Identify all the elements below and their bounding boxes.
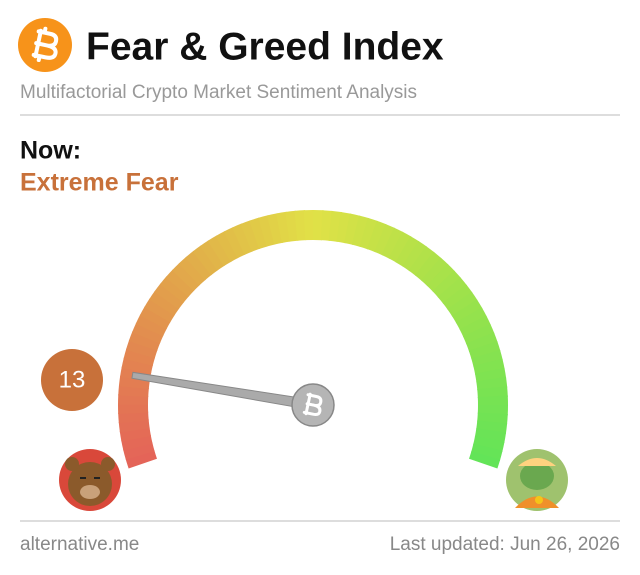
gauge-arc bbox=[258, 215, 276, 247]
fear-avatar bbox=[59, 449, 121, 511]
gauge-arc bbox=[473, 358, 505, 375]
gauge-arc bbox=[118, 411, 149, 424]
gauge-arc bbox=[154, 283, 185, 310]
greed-avatar bbox=[506, 449, 568, 511]
gauge-arc bbox=[249, 217, 268, 250]
gauge-arc bbox=[381, 227, 404, 259]
subtitle: Multifactorial Crypto Market Sentiment A… bbox=[20, 82, 417, 103]
last-updated: Last updated: Jun 26, 2026 bbox=[390, 534, 620, 555]
gauge-arc bbox=[192, 245, 219, 276]
gauge-arc bbox=[468, 341, 501, 360]
gauge-arc bbox=[336, 211, 352, 244]
gauge-arc bbox=[477, 386, 508, 399]
gauge-arc bbox=[185, 250, 213, 281]
gauge-arc bbox=[199, 240, 225, 271]
gauge-arc bbox=[466, 332, 498, 353]
gauge-arc bbox=[223, 227, 246, 259]
gauge-arc bbox=[320, 210, 333, 241]
gauge-arc bbox=[459, 315, 491, 338]
logo-glyph bbox=[31, 26, 59, 63]
gauge-arc bbox=[408, 246, 435, 277]
frog-face bbox=[520, 462, 554, 490]
source: alternative.me bbox=[20, 534, 139, 555]
gauge-arc bbox=[285, 210, 299, 242]
gauge-arc bbox=[455, 307, 487, 331]
needle bbox=[131, 371, 315, 411]
bear-ear bbox=[101, 457, 115, 471]
gauge-arc bbox=[121, 434, 153, 451]
bear-snout bbox=[80, 485, 100, 499]
value-badge bbox=[41, 349, 103, 411]
gauge-arc bbox=[402, 240, 428, 272]
frog-pendant bbox=[535, 496, 543, 504]
gauge-arc bbox=[388, 231, 412, 263]
gauge-arc bbox=[366, 220, 387, 253]
gauge-arc bbox=[328, 210, 343, 242]
gauge-arc bbox=[232, 223, 253, 255]
gauge-arc bbox=[414, 251, 442, 282]
gauge-arc bbox=[474, 367, 507, 383]
gauge-arc bbox=[207, 235, 232, 267]
now-label: Now: bbox=[20, 137, 81, 165]
gauge-arc bbox=[344, 213, 361, 245]
bear-ear bbox=[65, 457, 79, 471]
gauge-arc bbox=[476, 420, 508, 434]
gauge-arc bbox=[474, 428, 507, 443]
gauge-arc bbox=[294, 210, 307, 241]
gauge-arc bbox=[123, 348, 156, 367]
gauge-arc bbox=[359, 217, 379, 250]
gauge-arc bbox=[471, 443, 503, 461]
gauge-arc bbox=[468, 451, 501, 469]
gauge-arc bbox=[178, 256, 206, 286]
gauge-arc bbox=[471, 349, 503, 368]
gauge-arc bbox=[171, 262, 201, 292]
gauge-arc bbox=[165, 269, 195, 297]
gauge-arc bbox=[240, 220, 261, 252]
title: Fear & Greed Index bbox=[86, 25, 444, 68]
gauge-arc bbox=[437, 277, 468, 304]
gauge-arc bbox=[118, 375, 150, 390]
frog-cap bbox=[518, 458, 556, 466]
gauge-arc bbox=[159, 276, 190, 303]
gauge-arc bbox=[125, 450, 158, 469]
gauge-arc bbox=[451, 299, 483, 324]
gauge-arc bbox=[447, 291, 478, 317]
value-label: 13 bbox=[59, 366, 86, 393]
gauge-arc bbox=[473, 435, 505, 453]
bear-face bbox=[68, 462, 112, 506]
gauge-arc bbox=[420, 257, 449, 287]
gauge-arc bbox=[432, 270, 462, 298]
gauge-arc bbox=[395, 236, 420, 267]
gauge-arc bbox=[144, 298, 175, 323]
gauge-arc bbox=[374, 223, 396, 256]
gauge-arc bbox=[442, 284, 473, 311]
gauge-arc bbox=[119, 426, 151, 442]
gauge-arc bbox=[462, 323, 495, 345]
gauge-arc bbox=[149, 290, 180, 316]
gauge-arc bbox=[276, 211, 291, 243]
gauge-arc bbox=[351, 215, 370, 248]
gauge-arc bbox=[123, 442, 155, 460]
gauge-arc bbox=[135, 314, 167, 337]
gauge: 13 bbox=[41, 210, 508, 469]
gauge-arc bbox=[426, 263, 455, 292]
classification: Extreme Fear bbox=[20, 169, 179, 197]
gauge-arc bbox=[215, 231, 239, 263]
gauge-arc bbox=[267, 213, 284, 245]
gauge-arc bbox=[118, 419, 150, 433]
gauge-arc bbox=[121, 357, 153, 374]
gauge-arc bbox=[132, 322, 164, 344]
gauge-arc bbox=[477, 412, 508, 425]
gauge-arc bbox=[128, 331, 161, 351]
gauge-arc bbox=[476, 377, 508, 391]
gauge-arc bbox=[118, 384, 149, 398]
bitcoin-logo bbox=[18, 18, 72, 72]
hub-glyph bbox=[302, 392, 323, 417]
gauge-arc bbox=[125, 339, 158, 359]
gauge-arc bbox=[139, 306, 171, 330]
